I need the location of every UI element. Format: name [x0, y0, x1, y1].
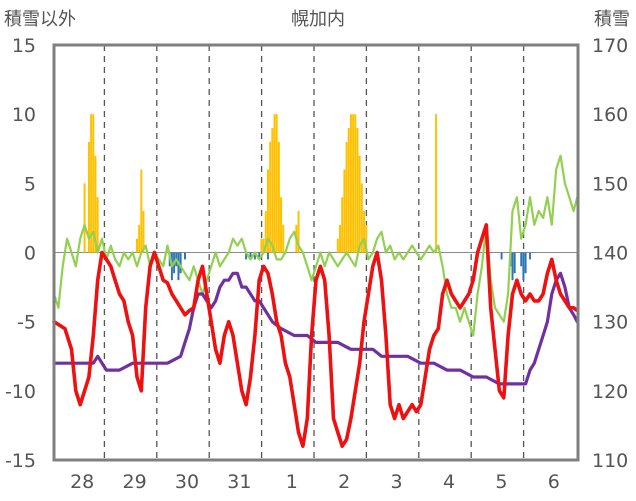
left-tick-label: 0 — [24, 243, 36, 265]
x-tick-label: 2 — [338, 471, 350, 493]
snowfall-bar — [83, 183, 86, 253]
snow-depth-line — [52, 271, 579, 386]
precip-bar — [524, 252, 527, 274]
snowfall-bar — [96, 197, 99, 253]
snowfall-bar — [135, 238, 138, 253]
x-tick-label: 4 — [443, 471, 455, 493]
chart-title: 幌加内 — [291, 9, 345, 30]
plot-frame — [52, 43, 580, 462]
snowfall-bar — [354, 114, 357, 253]
snowfall-bar — [138, 224, 141, 253]
snowfall-bar — [345, 141, 348, 253]
snowfall-bar — [90, 114, 93, 253]
precip-bar — [520, 252, 523, 267]
precip-bar — [522, 252, 525, 281]
snowfall-bar — [280, 197, 283, 253]
snowfall-bar — [260, 238, 263, 253]
precip-bar — [528, 252, 531, 260]
snowfall-bar — [435, 114, 438, 253]
snowfall-bar — [360, 183, 363, 253]
snowfall-bar — [349, 114, 352, 253]
snowfall-bar — [341, 197, 344, 253]
snowfall-bar — [269, 141, 272, 253]
precip-bar — [249, 252, 252, 260]
snowfall-bar — [297, 211, 300, 253]
x-tick-label: 30 — [175, 471, 199, 493]
x-tick-label: 5 — [495, 471, 507, 493]
snowfall-bar — [271, 128, 274, 253]
left-tick-label: 15 — [12, 35, 36, 57]
snowfall-bar — [142, 211, 145, 253]
right-axis-label: 積雪 — [594, 9, 630, 30]
precip-bar — [258, 252, 261, 260]
right-tick-label: 150 — [592, 173, 628, 195]
precip-bar — [253, 252, 256, 260]
temperature-line — [52, 223, 580, 449]
snowfall-bar — [356, 128, 359, 253]
precip-bar — [500, 252, 503, 260]
precip-bar — [177, 252, 180, 281]
right-tick-label: 160 — [592, 104, 628, 126]
right-tick-label: 130 — [592, 312, 628, 334]
snowfall-bar — [275, 114, 278, 253]
precip-bar — [511, 252, 514, 281]
precip-bar — [513, 252, 516, 274]
precip-bar — [184, 252, 186, 260]
line-series — [52, 154, 580, 449]
left-tick-label: 10 — [12, 104, 36, 126]
snowfall-bar — [273, 114, 276, 253]
snowfall-bar — [282, 224, 285, 253]
precip-bar — [245, 252, 248, 260]
snowfall-bar — [352, 114, 355, 253]
left-tick-label: -5 — [17, 312, 36, 334]
snowfall-bar — [87, 141, 90, 253]
snowfall-bar — [140, 169, 143, 253]
snowfall-bar — [262, 238, 265, 253]
snowfall-bar — [336, 238, 339, 253]
right-tick-label: 110 — [592, 450, 628, 472]
left-axis-label: 積雪以外 — [4, 9, 76, 30]
x-tick-label: 1 — [286, 471, 298, 493]
left-tick-label: -10 — [5, 381, 36, 403]
right-tick-label: 140 — [592, 243, 628, 265]
snowfall-bar — [339, 224, 341, 253]
snowfall-bar — [347, 128, 350, 253]
snowfall-bar — [94, 155, 97, 253]
snowfall-bar — [266, 169, 269, 253]
x-tick-label: 31 — [227, 471, 251, 493]
snowfall-bar — [92, 114, 95, 253]
x-tick-label: 28 — [70, 471, 94, 493]
snowfall-bar — [277, 141, 280, 253]
x-tick-label: 6 — [548, 471, 560, 493]
x-tick-label: 3 — [391, 471, 403, 493]
x-tick-label: 29 — [123, 471, 147, 493]
left-tick-label: 5 — [24, 173, 36, 195]
right-tick-label: 120 — [592, 381, 628, 403]
precip-bar — [179, 252, 182, 274]
snowfall-bar — [363, 211, 366, 253]
snowfall-bar — [343, 169, 346, 253]
snowfall-bar — [365, 224, 368, 253]
day-gridlines — [54, 45, 578, 460]
snowfall-bar — [264, 211, 267, 253]
precip-bar — [266, 252, 269, 260]
snowfall-bar — [358, 155, 361, 253]
right-tick-label: 170 — [592, 35, 628, 57]
left-tick-label: -15 — [5, 450, 36, 472]
